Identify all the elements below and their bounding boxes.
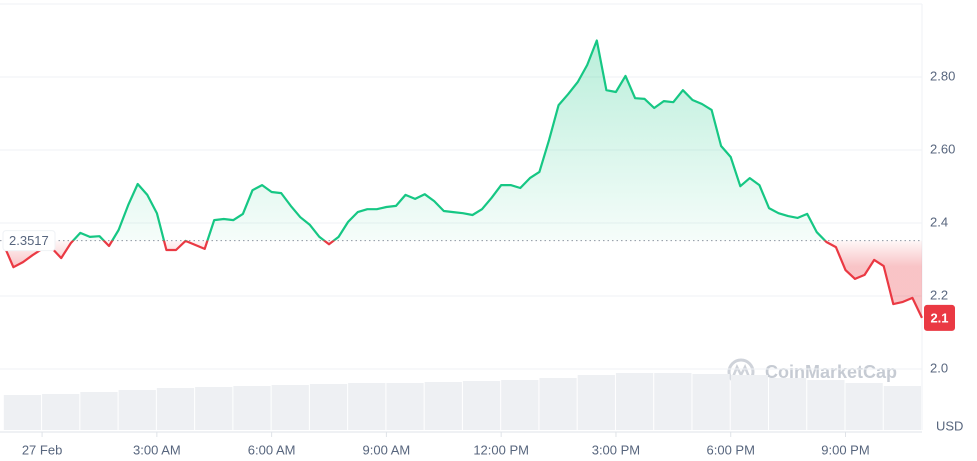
volume-bar [807,380,845,430]
baseline-label-box [2,230,56,252]
volume-bar [730,375,768,430]
volume-bar [692,374,730,430]
last-price-label: 2.1 [930,310,948,325]
volume-bar [424,382,462,430]
volume-bar [118,390,156,430]
baseline-label: 2.3517 [9,233,49,248]
x-tick-label: 6:00 PM [707,442,755,457]
price-line [2,39,923,319]
volume-bar [768,378,807,430]
y-tick-label: 2.4 [930,214,948,229]
volume-bar [348,383,386,430]
x-tick-label: 6:00 AM [248,442,296,457]
x-tick-label: 9:00 PM [821,442,869,457]
volume-bar [654,373,692,430]
volume-bar [615,373,654,430]
watermark-text: CoinMarketCap [765,362,897,382]
volume-bar [42,394,80,430]
x-tick-label: 3:00 PM [592,442,640,457]
y-tick-label: 2.2 [930,287,948,302]
volume-bar [883,386,921,430]
volume-bar [195,387,233,430]
volume-bar [577,375,615,430]
x-tick-label: 27 Feb [22,442,62,457]
volume-bar [501,380,539,430]
price-area [3,40,923,318]
volume-bar [156,388,195,430]
y-tick-label: 2.80 [930,68,955,83]
y-tick-label: 2.60 [930,141,955,156]
x-tick-label: 3:00 AM [133,442,181,457]
volume-bar [386,383,424,430]
y-unit: USD [936,418,963,433]
volume-bar [845,383,883,430]
y-tick-label: 2.0 [930,360,948,375]
volume-bar [3,395,42,430]
last-price-box [924,304,955,331]
x-tick-label: 9:00 AM [363,442,411,457]
volume-bar [462,381,501,430]
volume-bar [271,385,309,430]
volume-bar [233,386,271,430]
volume-bar [539,378,577,430]
volume-bar [80,392,118,430]
x-tick-label: 12:00 PM [473,442,529,457]
volume-bar [309,384,348,430]
